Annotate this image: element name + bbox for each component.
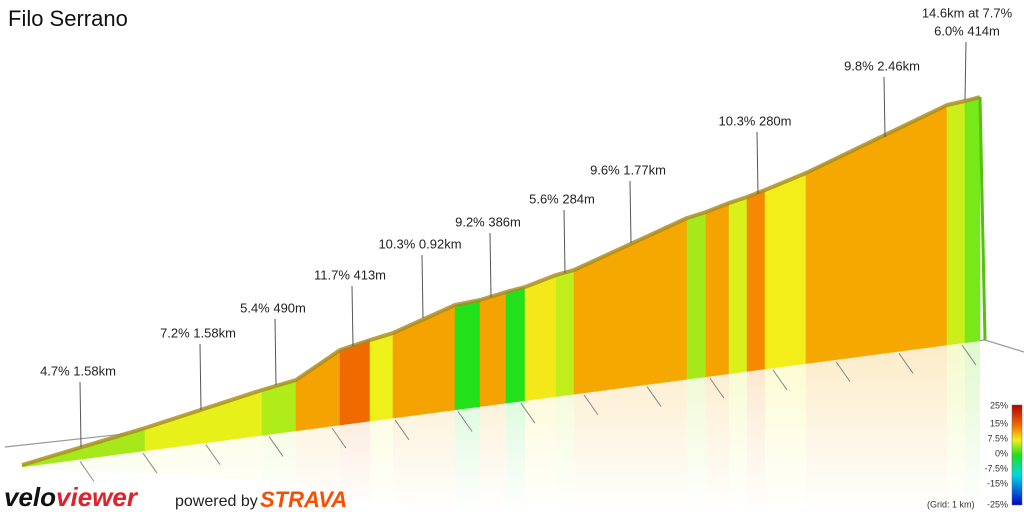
grid-line	[79, 461, 95, 482]
segment	[728, 196, 748, 375]
annotation: 6.0% 414m	[934, 23, 1000, 38]
segment	[705, 202, 730, 378]
callout-line	[883, 76, 886, 138]
annotation: 7.2% 1.58km	[160, 325, 236, 340]
logo: veloviewer	[4, 482, 139, 512]
segment	[686, 211, 707, 380]
annotation: 10.3% 0.92km	[378, 236, 461, 251]
grid-line	[646, 386, 662, 407]
segment	[339, 339, 371, 426]
segment	[454, 299, 481, 411]
callout-line	[563, 209, 566, 274]
callout-line	[351, 285, 354, 347]
callout-line	[756, 131, 759, 195]
grid-line	[268, 436, 284, 457]
annotation: 9.2% 386m	[455, 214, 521, 229]
legend-tick-label: -25%	[987, 499, 1008, 509]
segment	[805, 104, 948, 364]
annotation: 10.3% 280m	[719, 113, 792, 128]
annotation: 9.8% 2.46km	[844, 58, 920, 73]
legend-tick-label: 7.5%	[987, 433, 1008, 443]
grid-line	[709, 377, 725, 399]
callout-line	[421, 254, 424, 319]
grid-line	[961, 344, 977, 366]
callout-line	[79, 381, 82, 448]
callout-line	[274, 318, 277, 386]
grid-line	[898, 353, 914, 374]
segment	[764, 172, 807, 370]
callout-line	[629, 180, 632, 244]
title: Filo Serrano	[8, 6, 128, 31]
grid-line	[583, 394, 599, 416]
segment	[746, 189, 766, 372]
grid-line	[835, 361, 851, 382]
segment	[555, 269, 575, 397]
grid-line	[331, 427, 347, 449]
grid-line	[520, 402, 536, 424]
segment	[369, 332, 394, 422]
callout-line	[199, 343, 202, 411]
callout-line	[489, 232, 492, 298]
legend-tick-label: 0%	[995, 448, 1008, 458]
legend-tick-label: 25%	[990, 400, 1008, 410]
grid-note: (Grid: 1 km)	[927, 499, 975, 509]
strava-logo: STRAVA	[260, 487, 347, 512]
segment	[479, 291, 507, 407]
legend-bar	[1011, 404, 1023, 506]
callout-line	[964, 41, 967, 101]
grid-line	[457, 411, 473, 432]
legend-tick-label: -15%	[987, 478, 1008, 488]
legend: 25% 15% 7.5% 0% -7.5% -15% -25%	[984, 400, 1008, 509]
grid-line	[142, 452, 158, 474]
powered-by: powered by	[175, 493, 258, 510]
annotation: 4.7% 1.58km	[40, 363, 116, 378]
segment	[505, 286, 526, 404]
grid-line	[394, 419, 410, 441]
segment	[964, 96, 981, 343]
annotation: 11.7% 413m	[314, 267, 386, 282]
profile-segments	[21, 95, 987, 468]
segment	[392, 304, 456, 419]
legend-tick-label: -7.5%	[984, 463, 1008, 473]
annotation: 5.4% 490m	[240, 300, 306, 315]
summary: 14.6km at 7.7%	[922, 5, 1013, 20]
segment	[946, 100, 966, 346]
annotation: 9.6% 1.77km	[590, 162, 666, 177]
segment	[524, 274, 557, 401]
legend-tick-label: 15%	[990, 418, 1008, 428]
grid-line	[205, 444, 221, 466]
annotations: 4.7% 1.58km 7.2% 1.58km 5.4% 490m 11.7% 413…	[40, 23, 1000, 448]
annotation: 5.6% 284m	[529, 191, 595, 206]
grid-line	[772, 369, 788, 391]
end-edge	[978, 96, 987, 341]
top-edge	[21, 95, 981, 467]
